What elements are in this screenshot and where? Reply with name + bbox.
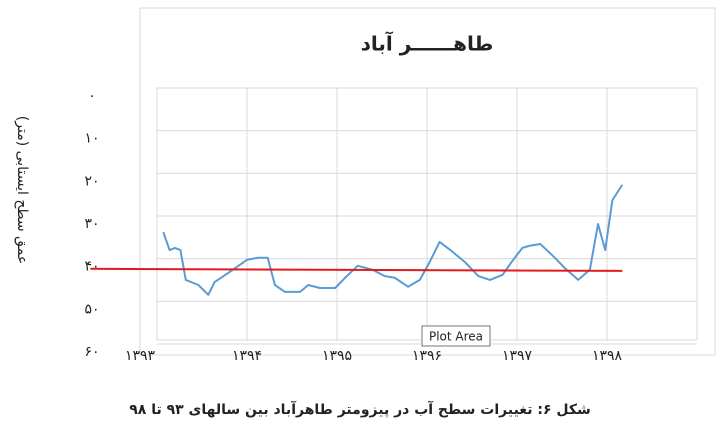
y-tick-label: ۵۰ [84,301,99,317]
caption: شکل ۶: تغییرات سطح آب در پیزومتر طاهرآبا… [129,400,591,418]
x-tick-label: ۱۳۹۷ [502,348,533,364]
y-tick-label: ۴۰ [84,259,99,275]
y-tick-label: ۳۰ [84,216,99,232]
chart-title: طاهــــــر آباد [361,31,494,56]
y-tick-label: ۶۰ [84,344,99,360]
x-tick-label: ۱۳۹۳ [125,348,156,364]
y-tick-label: ۱۰ [84,131,99,147]
series-line [162,184,624,296]
tooltip-text: Plot Area [429,330,483,344]
y-tick-label: ۰ [88,88,96,104]
x-tick-label: ۱۳۹۶ [412,348,442,364]
x-tick-label: ۱۳۹۸ [592,348,623,364]
x-tick-label: ۱۳۹۵ [322,348,352,364]
y-tick-label: ۲۰ [84,173,99,189]
series-line [90,267,623,272]
plot-area: ۰ ۱۰ ۲۰ ۳۰ ۴۰ ۵۰ ۶۰ ۱۳۹۳ ۱۳۹۴ ۱۳۹۵ ۱۳۹۶ ۱۳۹۷ ۱۳۹۸ [84,87,698,364]
tooltip: Plot Area [421,325,491,347]
y-axis-title: عمق سطح ایستابی (متر) [14,116,30,264]
tooltip-box [421,325,491,347]
x-tick-label: ۱۳۹۴ [232,348,262,364]
